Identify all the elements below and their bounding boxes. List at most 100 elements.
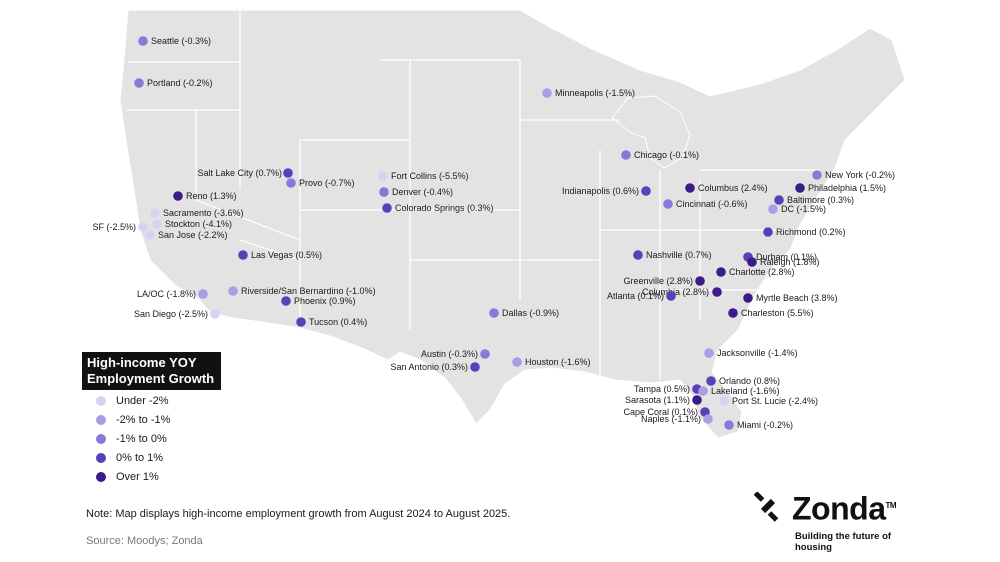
city-dot xyxy=(621,150,631,160)
city-label: Riverside/San Bernardino (-1.0%) xyxy=(241,286,376,296)
city-dot xyxy=(238,250,248,260)
city-label: Orlando (0.8%) xyxy=(719,376,780,386)
city-marker: San Jose (-2.2%) xyxy=(145,230,228,240)
logo-tagline: Building the future of housing xyxy=(795,531,892,553)
city-marker: Indianapolis (0.6%) xyxy=(562,186,651,196)
city-dot xyxy=(685,183,695,193)
city-marker: Riverside/San Bernardino (-1.0%) xyxy=(228,286,376,296)
legend-item-minus-2-to-minus-1: -2% to -1% xyxy=(96,414,170,426)
city-marker: Port St. Lucie (-2.4%) xyxy=(719,396,818,406)
city-label: Miami (-0.2%) xyxy=(737,420,793,430)
city-label: Minneapolis (-1.5%) xyxy=(555,88,635,98)
city-marker: Provo (-0.7%) xyxy=(286,178,355,188)
city-marker: Richmond (0.2%) xyxy=(763,227,846,237)
city-marker: Dallas (-0.9%) xyxy=(489,308,559,318)
legend-label: Under -2% xyxy=(116,395,169,407)
city-marker: Sacramento (-3.6%) xyxy=(150,208,244,218)
city-dot xyxy=(743,293,753,303)
city-label: Charleston (5.5%) xyxy=(741,308,814,318)
map-source: Source: Moodys; Zonda xyxy=(86,535,203,547)
city-label: Port St. Lucie (-2.4%) xyxy=(732,396,818,406)
zonda-mark-icon xyxy=(753,492,779,523)
city-label: LA/OC (-1.8%) xyxy=(137,289,196,299)
city-marker: Greenville (2.8%) xyxy=(623,276,705,286)
city-marker: Naples (-1.1%) xyxy=(641,414,713,424)
city-dot xyxy=(210,309,220,319)
logo-wordmark: ZondaTM xyxy=(792,490,897,527)
city-label: Indianapolis (0.6%) xyxy=(562,186,639,196)
city-label: Salt Lake City (0.7%) xyxy=(197,168,282,178)
city-label: Sarasota (1.1%) xyxy=(625,395,690,405)
city-marker: Portland (-0.2%) xyxy=(134,78,213,88)
legend-label: -1% to 0% xyxy=(116,433,167,445)
zonda-logo: ZondaTM xyxy=(752,490,897,527)
city-label: Austin (-0.3%) xyxy=(421,349,478,359)
city-dot xyxy=(382,203,392,213)
city-dot xyxy=(480,349,490,359)
city-dot xyxy=(138,222,148,232)
city-marker: Phoenix (0.9%) xyxy=(281,296,356,306)
city-label: Baltimore (0.3%) xyxy=(787,195,854,205)
city-label: Tucson (0.4%) xyxy=(309,317,367,327)
city-label: SF (-2.5%) xyxy=(92,222,136,232)
legend-label: 0% to 1% xyxy=(116,452,164,464)
city-dot xyxy=(281,296,291,306)
city-label: Stockton (-4.1%) xyxy=(165,219,232,229)
legend-swatch xyxy=(96,434,106,444)
city-dot xyxy=(286,178,296,188)
map-note: Note: Map displays high-income employmen… xyxy=(86,508,511,520)
city-marker: Salt Lake City (0.7%) xyxy=(197,168,293,178)
city-label: Atlanta (0.1%) xyxy=(607,291,664,301)
city-dot xyxy=(512,357,522,367)
city-label: Durham (0.1%) xyxy=(756,252,817,262)
city-marker: Columbia (2.8%) xyxy=(642,287,722,297)
city-marker: Myrtle Beach (3.8%) xyxy=(743,293,838,303)
city-label: New York (-0.2%) xyxy=(825,170,895,180)
city-label: Raleigh (1.8%) xyxy=(760,257,820,267)
city-label: Lakeland (-1.6%) xyxy=(711,386,780,396)
city-marker: Colorado Springs (0.3%) xyxy=(382,203,494,213)
city-dot xyxy=(763,227,773,237)
city-dot xyxy=(489,308,499,318)
city-label: Seattle (-0.3%) xyxy=(151,36,211,46)
city-label: Naples (-1.1%) xyxy=(641,414,701,424)
city-label: Philadelphia (1.5%) xyxy=(808,183,886,193)
legend-swatch xyxy=(96,453,106,463)
city-label: Cincinnati (-0.6%) xyxy=(676,199,748,209)
city-marker: SF (-2.5%) xyxy=(92,222,148,232)
city-label: Fort Collins (-5.5%) xyxy=(391,171,469,181)
city-dot xyxy=(747,257,757,267)
legend-title: High-income YOY Employment Growth xyxy=(82,352,222,390)
city-marker: New York (-0.2%) xyxy=(812,170,895,180)
city-dot xyxy=(145,230,155,240)
city-marker: Charleston (5.5%) xyxy=(728,308,814,318)
city-marker: Atlanta (0.1%) xyxy=(607,291,676,301)
city-label: Provo (-0.7%) xyxy=(299,178,355,188)
city-dot xyxy=(296,317,306,327)
city-dot xyxy=(138,36,148,46)
city-label: Tampa (0.5%) xyxy=(634,384,690,394)
city-marker: Raleigh (1.8%) xyxy=(747,257,820,267)
city-marker: San Antonio (0.3%) xyxy=(390,362,480,372)
city-dot xyxy=(795,183,805,193)
city-label: Las Vegas (0.5%) xyxy=(251,250,322,260)
legend-item-under-minus-2: Under -2% xyxy=(96,395,169,407)
city-dot xyxy=(134,78,144,88)
city-marker: Jacksonville (-1.4%) xyxy=(704,348,798,358)
city-label: Nashville (0.7%) xyxy=(646,250,712,260)
city-label: Denver (-0.4%) xyxy=(392,187,453,197)
legend-swatch xyxy=(96,415,106,425)
city-markers: Seattle (-0.3%) Portland (-0.2%) Minneapol… xyxy=(92,36,895,430)
city-marker: Chicago (-0.1%) xyxy=(621,150,699,160)
state-boundaries xyxy=(126,10,820,380)
city-label: Jacksonville (-1.4%) xyxy=(717,348,798,358)
city-dot xyxy=(698,386,708,396)
city-dot xyxy=(724,420,734,430)
city-marker: LA/OC (-1.8%) xyxy=(137,289,208,299)
city-label: Columbia (2.8%) xyxy=(642,287,709,297)
city-dot xyxy=(712,287,722,297)
city-dot xyxy=(692,395,702,405)
city-marker: Charlotte (2.8%) xyxy=(716,267,795,277)
city-dot xyxy=(152,219,162,229)
